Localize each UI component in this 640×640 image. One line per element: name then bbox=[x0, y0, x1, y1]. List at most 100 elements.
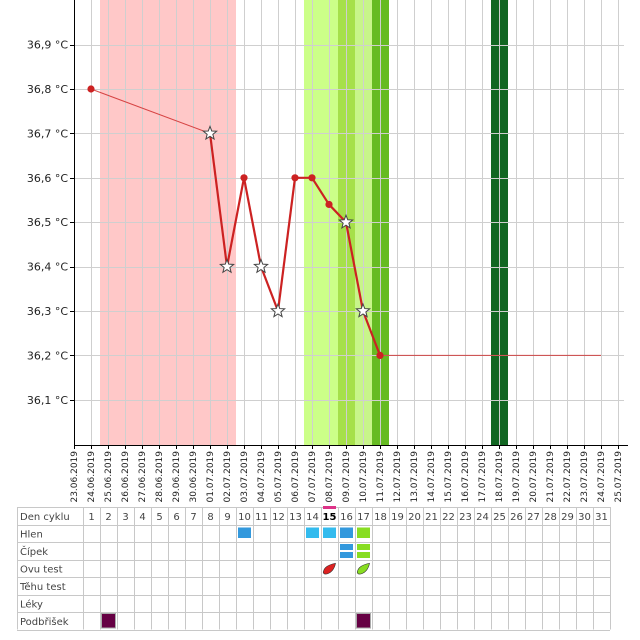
ovulation-test-marker bbox=[357, 562, 370, 575]
table-row-label: Čípek bbox=[20, 545, 48, 558]
y-tick-label: 36,8 °C bbox=[27, 83, 68, 96]
cycle-day-number: 19 bbox=[391, 512, 404, 523]
cervix-marker bbox=[357, 552, 370, 558]
x-tick-label: 06.07.2019 bbox=[291, 451, 301, 503]
cycle-day-number: 29 bbox=[561, 512, 574, 523]
y-tick-label: 36,5 °C bbox=[27, 216, 68, 229]
x-tick-label: 23.07.2019 bbox=[580, 451, 590, 503]
cycle-day-number: 16 bbox=[340, 512, 353, 523]
temperature-point-star bbox=[355, 302, 371, 318]
x-tick-label: 12.07.2019 bbox=[393, 451, 403, 503]
temperature-point-star bbox=[338, 213, 354, 229]
temperature-line-segment bbox=[311, 177, 330, 206]
x-tick-label: 29.06.2019 bbox=[172, 451, 182, 503]
temperature-point-star bbox=[270, 302, 286, 318]
temperature-point bbox=[87, 85, 95, 93]
x-tick-label: 17.07.2019 bbox=[478, 451, 488, 503]
cycle-day-number: 7 bbox=[190, 512, 196, 523]
mucus-marker bbox=[238, 527, 251, 538]
cycle-day-number: 2 bbox=[105, 512, 111, 523]
x-tick-label: 02.07.2019 bbox=[223, 451, 233, 503]
x-tick-label: 14.07.2019 bbox=[427, 451, 437, 503]
x-tick-label: 08.07.2019 bbox=[325, 451, 335, 503]
table-row-label: Hlen bbox=[20, 530, 43, 541]
cycle-day-number: 24 bbox=[476, 512, 489, 523]
cycle-day-number: 23 bbox=[459, 512, 472, 523]
cycle-day-number: 14 bbox=[306, 512, 319, 523]
temperature-line-segment bbox=[344, 221, 365, 312]
cycle-day-number: 1 bbox=[88, 512, 94, 523]
ovulation-test-marker bbox=[323, 562, 336, 575]
cervix-marker bbox=[357, 544, 370, 550]
table-row-label: Den cyklu bbox=[20, 512, 70, 523]
temperature-line-segment bbox=[90, 88, 211, 134]
temperature-point bbox=[291, 174, 299, 182]
x-tick-label: 13.07.2019 bbox=[410, 451, 420, 503]
x-tick-label: 22.07.2019 bbox=[563, 451, 573, 503]
y-tick-label: 36,2 °C bbox=[27, 349, 68, 362]
cycle-day-number: 13 bbox=[289, 512, 302, 523]
x-tick-label: 04.07.2019 bbox=[257, 451, 267, 503]
cycle-day-number: 3 bbox=[122, 512, 128, 523]
cycle-day-number: 28 bbox=[544, 512, 557, 523]
mucus-marker bbox=[340, 527, 353, 538]
mucus-marker bbox=[323, 527, 336, 538]
cycle-day-number: 6 bbox=[173, 512, 179, 523]
temperature-line-segment bbox=[242, 177, 263, 267]
y-tick-label: 36,1 °C bbox=[27, 394, 68, 407]
cycle-day-number: 18 bbox=[374, 512, 387, 523]
temperature-point bbox=[308, 174, 316, 182]
cycle-day-number: 17 bbox=[357, 512, 370, 523]
cycle-day-number: 8 bbox=[207, 512, 213, 523]
x-tick-label: 11.07.2019 bbox=[376, 451, 386, 503]
mucus-marker bbox=[306, 527, 319, 538]
table-row-label: Ovu test bbox=[20, 565, 63, 576]
table-row-label: Léky bbox=[20, 599, 43, 611]
x-tick-label: 16.07.2019 bbox=[461, 451, 471, 503]
temperature-line-segment bbox=[328, 203, 347, 223]
cycle-day-number: 26 bbox=[510, 512, 523, 523]
x-tick-label: 27.06.2019 bbox=[138, 451, 148, 503]
x-tick-label: 21.07.2019 bbox=[546, 451, 556, 503]
x-tick-label: 30.06.2019 bbox=[189, 451, 199, 503]
x-tick-label: 24.07.2019 bbox=[597, 451, 607, 503]
x-tick-label: 25.07.2019 bbox=[614, 451, 624, 503]
table-row-label: Podbřišek bbox=[20, 616, 69, 628]
cycle-day-number: 10 bbox=[238, 512, 251, 523]
temperature-point-star bbox=[219, 258, 235, 274]
temperature-line-segment bbox=[225, 177, 246, 267]
cycle-day-number: 20 bbox=[408, 512, 421, 523]
cycle-day-number: 4 bbox=[139, 512, 145, 523]
cycle-day-number: 11 bbox=[255, 512, 268, 523]
cycle-day-number: 30 bbox=[578, 512, 591, 523]
x-tick-label: 28.06.2019 bbox=[155, 451, 165, 503]
temperature-point bbox=[325, 200, 333, 209]
temperature-line-segment bbox=[276, 177, 297, 312]
today-marker bbox=[323, 506, 336, 509]
y-tick-label: 36,9 °C bbox=[27, 39, 68, 52]
temperature-point bbox=[376, 351, 384, 359]
cycle-day-number: 27 bbox=[527, 512, 540, 523]
cycle-day-number: 21 bbox=[425, 512, 438, 523]
x-tick-label: 03.07.2019 bbox=[240, 451, 250, 503]
x-tick-label: 25.06.2019 bbox=[104, 451, 114, 503]
y-tick-label: 36,6 °C bbox=[27, 172, 68, 185]
x-tick-label: 26.06.2019 bbox=[121, 451, 131, 503]
x-tick-label: 23.06.2019 bbox=[70, 451, 80, 503]
y-tick-label: 36,7 °C bbox=[27, 127, 68, 140]
cycle-day-number: 15 bbox=[323, 512, 337, 523]
lower-abdomen-marker bbox=[101, 613, 116, 629]
x-tick-label: 10.07.2019 bbox=[359, 451, 369, 503]
y-tick-label: 36,3 °C bbox=[27, 305, 68, 318]
temperature-line-segment bbox=[361, 310, 382, 356]
cycle-day-number: 5 bbox=[156, 512, 162, 523]
x-tick-label: 20.07.2019 bbox=[529, 451, 539, 503]
cervix-marker bbox=[340, 544, 353, 550]
temperature-line-segment bbox=[208, 133, 229, 267]
temperature-line-segment bbox=[259, 266, 280, 312]
x-tick-label: 18.07.2019 bbox=[495, 451, 505, 503]
cervix-marker bbox=[340, 552, 353, 558]
cycle-day-number: 9 bbox=[224, 512, 230, 523]
